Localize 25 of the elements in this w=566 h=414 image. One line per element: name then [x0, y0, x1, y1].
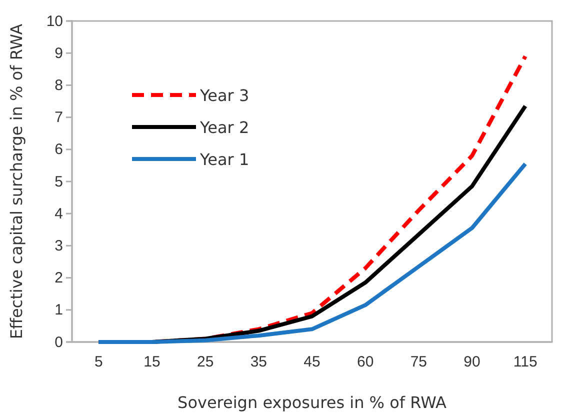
- x-tick-label: 25: [196, 354, 214, 371]
- y-tick-label: 0: [54, 334, 63, 351]
- y-tick-label: 7: [54, 109, 63, 126]
- x-tick-label: 5: [94, 354, 103, 371]
- legend-label: Year 3: [199, 86, 250, 105]
- legend-label: Year 1: [199, 150, 250, 169]
- y-tick-label: 3: [54, 238, 63, 254]
- y-tick-label: 4: [54, 205, 63, 222]
- y-tick-label: 1: [54, 302, 63, 319]
- y-tick-label: 9: [54, 44, 63, 62]
- y-tick-label: 10: [46, 12, 63, 30]
- x-tick-label: 90: [464, 354, 480, 371]
- y-tick-label: 8: [54, 77, 63, 94]
- x-tick-label: 45: [304, 354, 320, 371]
- x-axis-title: Sovereign exposures in % of RWA: [178, 393, 447, 412]
- y-tick-label: 2: [54, 270, 63, 287]
- y-tick-label: 6: [54, 141, 63, 158]
- y-axis-title: Effective capital surcharge in % of RWA: [7, 24, 26, 340]
- legend-label: Year 2: [199, 118, 250, 137]
- x-tick-label: 35: [250, 354, 268, 371]
- y-tick-label: 5: [54, 173, 63, 190]
- x-tick-label: 15: [144, 354, 160, 371]
- x-tick-label: 115: [513, 354, 538, 371]
- x-tick-label: 60: [356, 354, 374, 371]
- x-tick-label: 75: [410, 354, 428, 371]
